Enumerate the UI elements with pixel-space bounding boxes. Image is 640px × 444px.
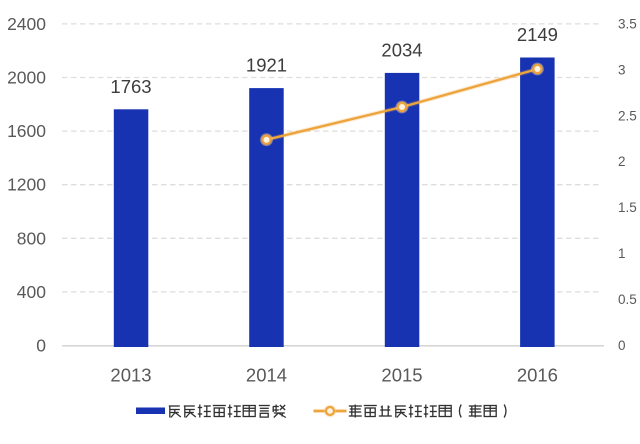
svg-text:2016: 2016: [517, 365, 558, 386]
svg-text:1200: 1200: [7, 175, 46, 195]
svg-text:1: 1: [618, 246, 626, 261]
svg-text:0.5: 0.5: [618, 292, 637, 307]
svg-text:2013: 2013: [110, 365, 151, 386]
svg-text:2400: 2400: [7, 14, 46, 34]
svg-text:2015: 2015: [381, 365, 422, 386]
svg-text:3.5: 3.5: [618, 16, 637, 31]
svg-text:2: 2: [618, 154, 626, 169]
svg-text:400: 400: [17, 282, 46, 302]
svg-text:800: 800: [17, 228, 46, 248]
svg-text:1921: 1921: [246, 55, 287, 76]
svg-text:0: 0: [618, 338, 626, 353]
svg-text:1600: 1600: [7, 121, 46, 141]
svg-text:2034: 2034: [381, 39, 422, 60]
svg-text:2000: 2000: [7, 68, 46, 88]
svg-text:2014: 2014: [246, 365, 287, 386]
svg-text:3: 3: [618, 62, 626, 77]
svg-text:2149: 2149: [517, 24, 558, 45]
svg-text:1.5: 1.5: [618, 200, 637, 215]
svg-text:2.5: 2.5: [618, 108, 637, 123]
svg-text:0: 0: [36, 336, 46, 356]
svg-text:1763: 1763: [110, 76, 151, 97]
